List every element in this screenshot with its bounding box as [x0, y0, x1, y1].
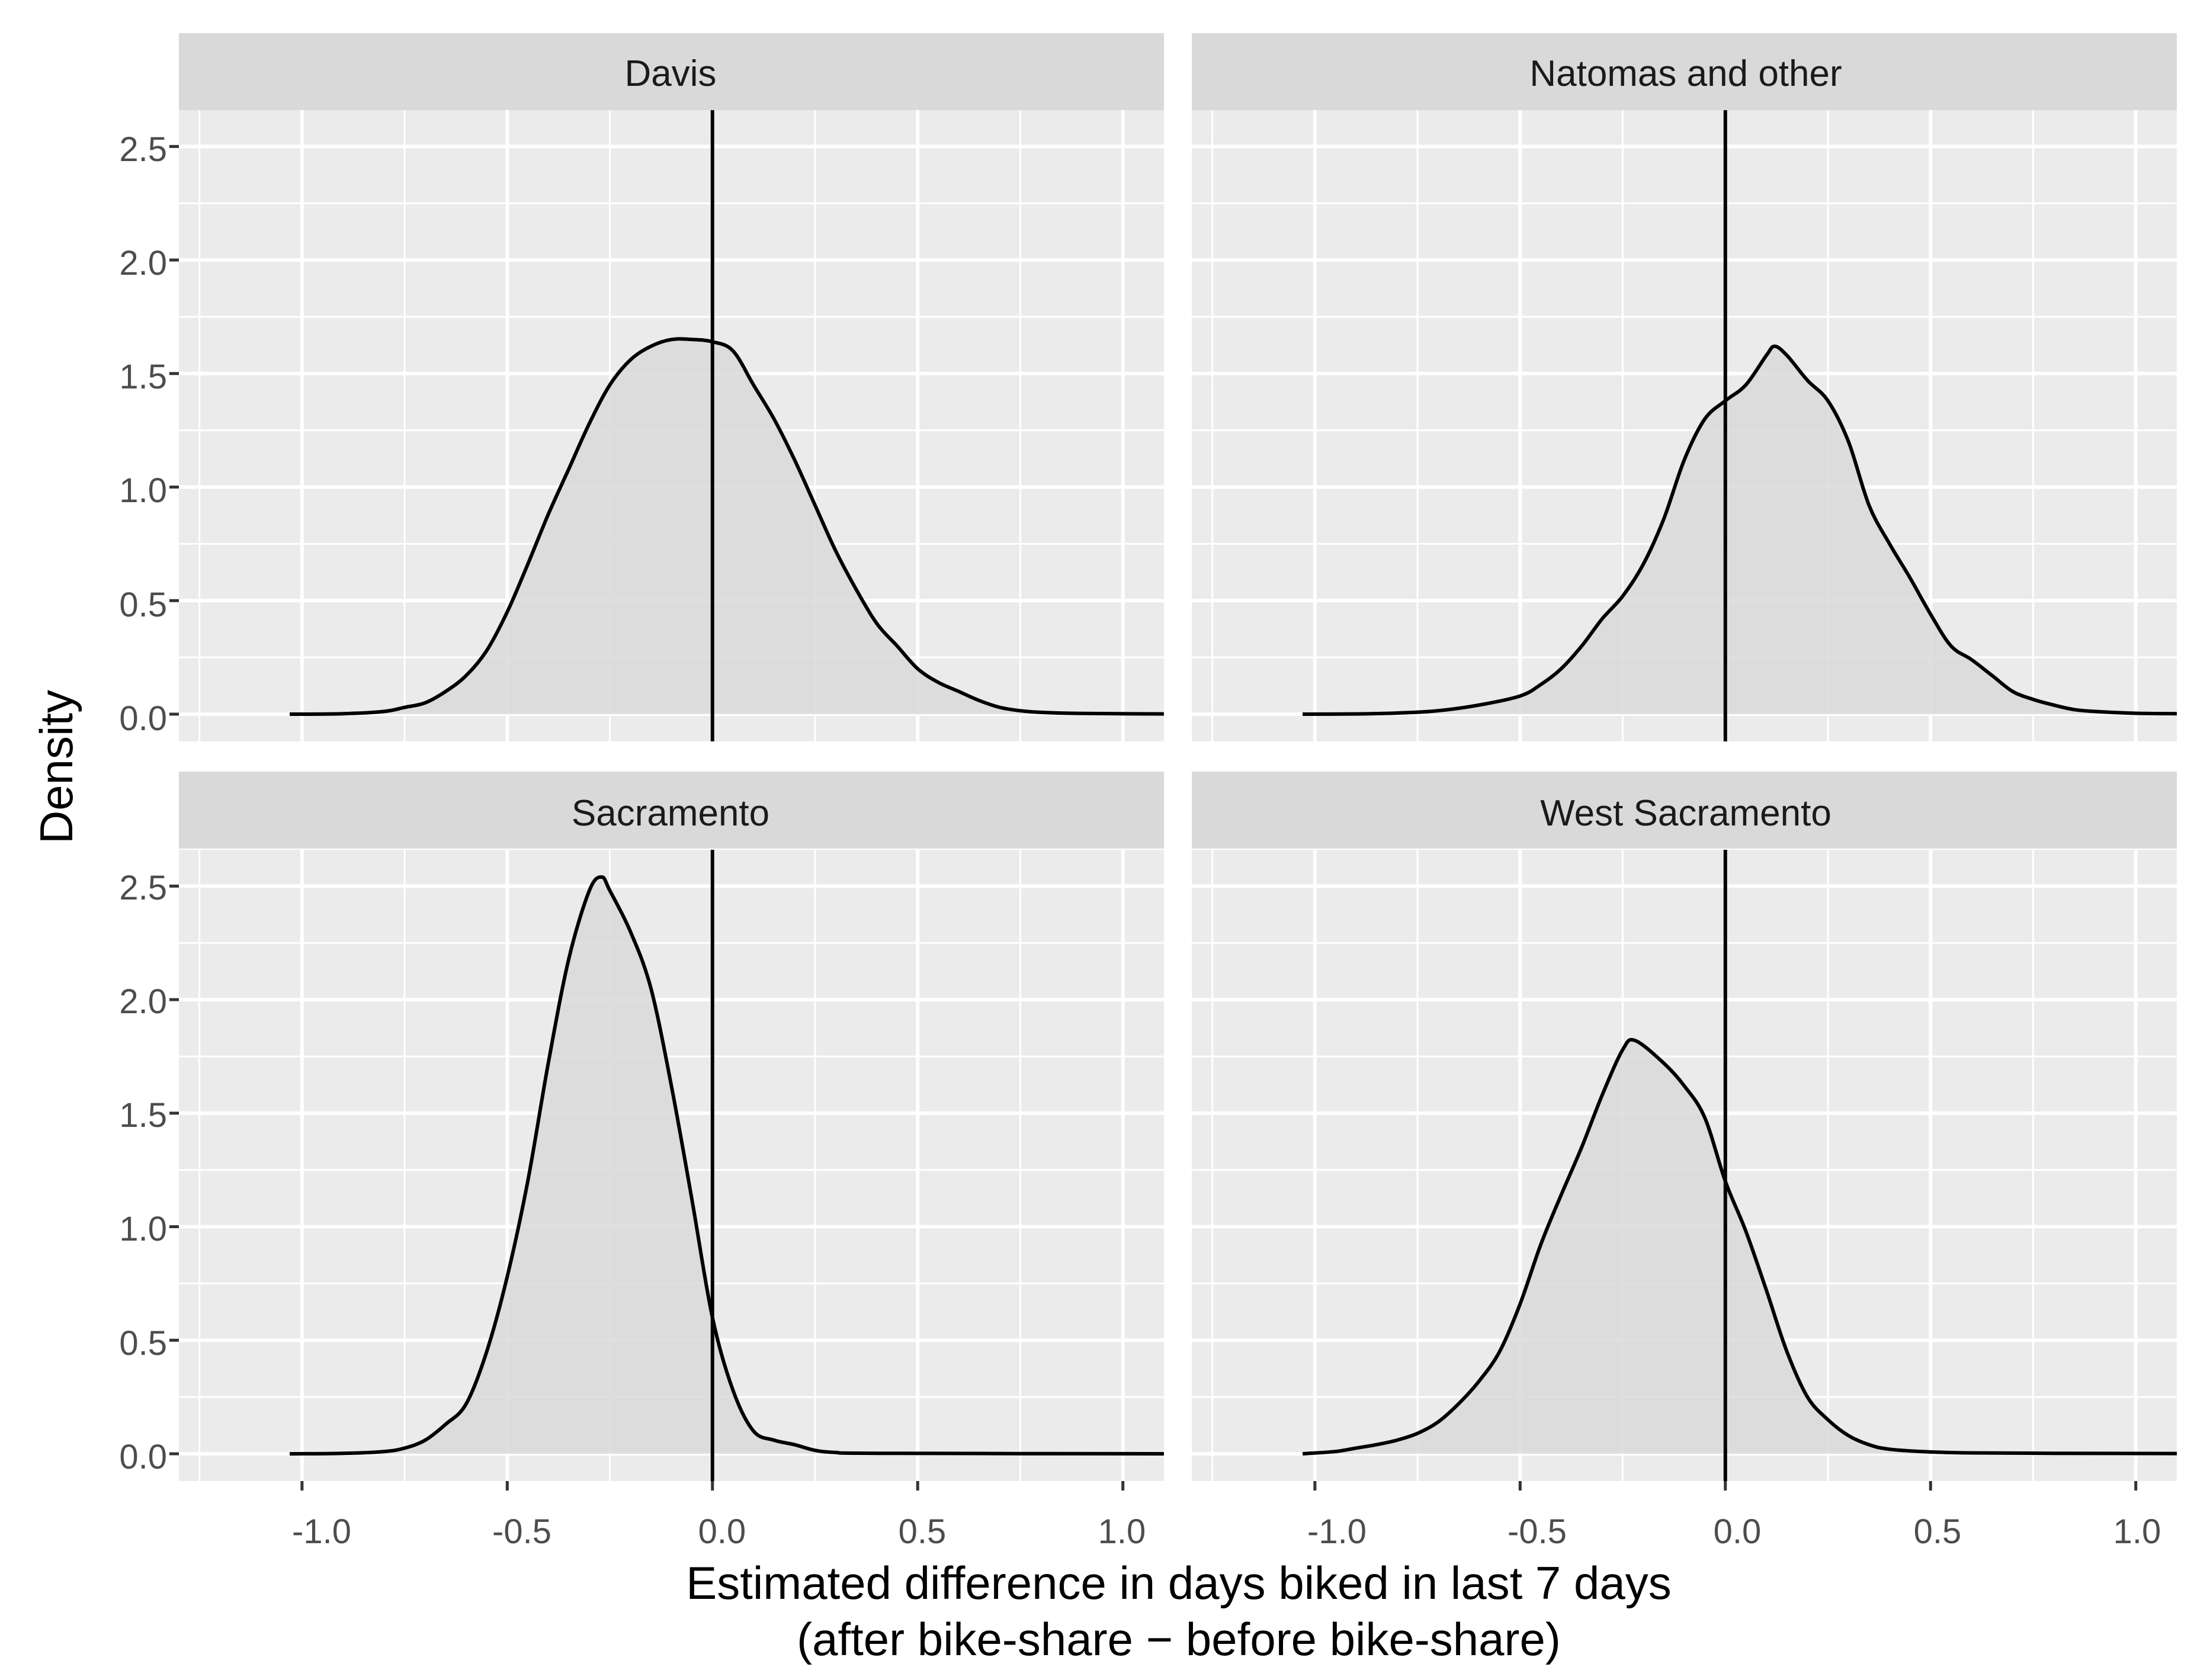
strip-title-west-sacramento: West Sacramento	[1540, 793, 1831, 834]
x-tick-label-right: 0.0	[1714, 1512, 1762, 1551]
y-tick-label-bottom: 2.0	[119, 982, 167, 1021]
panel-west-sacramento	[1192, 772, 2177, 1491]
y-tick-label-top: 0.5	[119, 586, 167, 624]
panel-sacramento	[169, 772, 1165, 1491]
x-tick-label-right: 0.5	[1914, 1512, 1962, 1551]
facet-strip	[179, 33, 1164, 110]
density-curve	[1303, 344, 2177, 716]
x-tick-label-right: -0.5	[1507, 1512, 1567, 1551]
x-tick-label-left: 0.0	[698, 1512, 746, 1551]
x-tick-label-left: -1.0	[292, 1512, 351, 1551]
y-tick-label-bottom: 0.5	[119, 1324, 167, 1363]
strip-title-natomas: Natomas and other	[1529, 53, 1842, 94]
facet-strip	[1192, 33, 2177, 110]
x-tick-label-right: -1.0	[1307, 1512, 1367, 1551]
y-tick-label-top: 2.5	[119, 130, 167, 169]
density-area	[290, 339, 1165, 714]
panel-davis	[169, 33, 1165, 741]
density-area	[290, 877, 1165, 1454]
y-tick-label-bottom: 1.0	[119, 1210, 167, 1248]
y-tick-label-top: 1.0	[119, 471, 167, 510]
x-tick-label-right: 1.0	[2113, 1512, 2161, 1551]
density-area	[1303, 1039, 2177, 1454]
y-tick-label-bottom: 1.5	[119, 1096, 167, 1135]
y-tick-label-top: 0.0	[119, 699, 167, 738]
panel-natomas	[1192, 33, 2177, 741]
y-tick-label-bottom: 2.5	[119, 869, 167, 907]
x-tick-label-left: 1.0	[1098, 1512, 1146, 1551]
density-curve	[1302, 1037, 2177, 1456]
facet-strip	[179, 772, 1164, 849]
x-tick-label-left: -0.5	[492, 1512, 551, 1551]
x-tick-label-left: 0.5	[899, 1512, 947, 1551]
x-axis-title: Estimated difference in days biked in la…	[686, 1557, 1671, 1609]
y-tick-label-bottom: 0.0	[119, 1438, 167, 1476]
strip-title-sacramento: Sacramento	[572, 793, 769, 834]
y-tick-label-top: 2.0	[119, 244, 167, 282]
strip-title-davis: Davis	[624, 53, 716, 94]
facet-strip	[1192, 772, 2177, 849]
y-axis-title: Density	[30, 690, 82, 844]
y-tick-label-top: 1.5	[119, 358, 167, 396]
x-axis-title-line2: (after bike-share − before bike-share)	[797, 1613, 1561, 1665]
density-area	[1303, 346, 2177, 714]
density-curve	[290, 875, 1165, 1456]
panels-layer	[169, 33, 2177, 1491]
